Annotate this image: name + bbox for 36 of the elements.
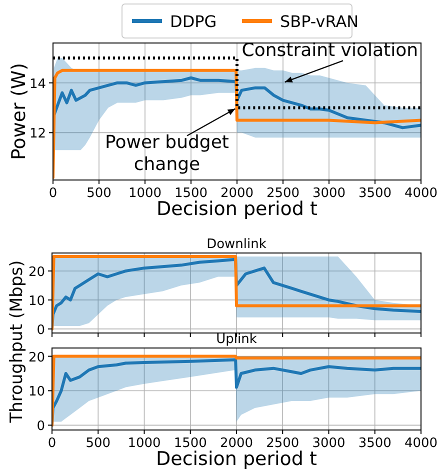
x-tick-label: 500 (86, 436, 111, 451)
x-axis-title: Decision period t (156, 448, 317, 470)
x-axis-title: Decision period t (156, 198, 318, 220)
x-tick-label: 1500 (174, 436, 207, 451)
x-tick-label: 2000 (220, 436, 254, 451)
x-tick-label: 1000 (128, 436, 161, 451)
y-tick-label: 10 (28, 294, 45, 309)
x-tick-label: 3500 (358, 186, 392, 201)
legend-label: SBP-vRAN (280, 12, 359, 31)
x-tick-label: 3500 (358, 436, 392, 451)
chart-title: Uplink (216, 332, 258, 347)
x-tick-label: 500 (86, 186, 112, 201)
y-axis-title: Power (W) (8, 62, 30, 160)
y-tick-label: 10 (28, 384, 45, 400)
x-tick-label: 3000 (312, 186, 346, 201)
x-tick-label: 0 (48, 186, 58, 201)
y-tick-label: 0 (36, 419, 45, 434)
y-tick-label: 12 (29, 126, 46, 142)
x-tick-label: 2500 (266, 186, 300, 201)
x-tick-label: 3000 (312, 436, 346, 451)
x-tick-label: 4000 (404, 186, 438, 201)
chart-title: Downlink (206, 237, 267, 252)
x-tick-label: 1500 (174, 186, 208, 201)
y-tick-label: 20 (28, 264, 45, 280)
y-axis-title: Throughput (Mbps) (7, 260, 27, 424)
y-tick-label: 0 (36, 322, 45, 338)
annotation: Constraint violation (242, 40, 418, 61)
annotation: Power budget change (105, 132, 229, 175)
x-tick-label: 0 (48, 436, 56, 451)
x-tick-label: 2000 (220, 186, 254, 201)
y-tick-label: 20 (28, 350, 45, 366)
x-tick-label: 2500 (266, 436, 300, 451)
y-tick-label: 14 (29, 76, 46, 92)
x-tick-label: 4000 (404, 436, 438, 451)
x-tick-label: 1000 (128, 186, 162, 201)
legend-label: DDPG (170, 12, 217, 31)
